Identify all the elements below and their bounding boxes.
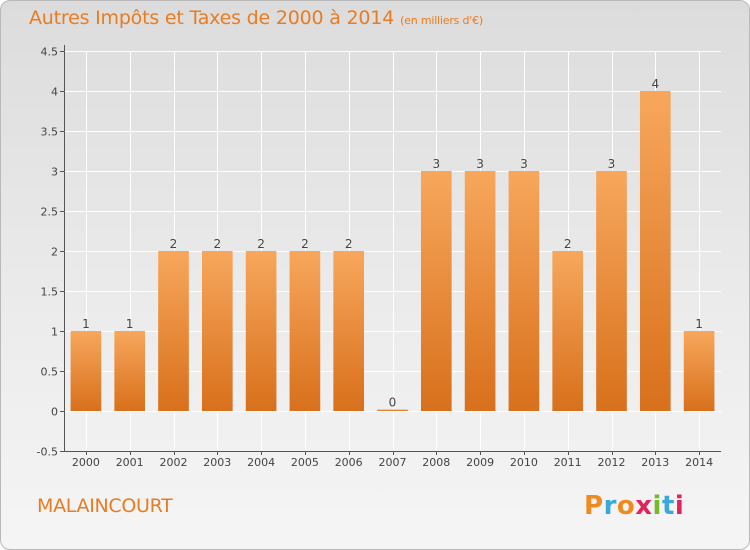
y-tick-label: 0 xyxy=(51,406,58,419)
logo-letter: o xyxy=(616,491,636,521)
x-tick-label: 2010 xyxy=(510,456,538,469)
y-tick-label: 2.5 xyxy=(41,206,59,219)
bar xyxy=(245,251,277,411)
data-label: 3 xyxy=(432,157,440,171)
y-tick-label: 4.5 xyxy=(41,46,59,59)
data-label: 3 xyxy=(476,157,484,171)
bar xyxy=(596,171,627,411)
data-label: 2 xyxy=(257,237,265,251)
bar xyxy=(158,251,189,411)
bar xyxy=(552,251,584,411)
data-label: 2 xyxy=(213,237,221,251)
x-tick-label: 2014 xyxy=(685,456,713,469)
data-labels: 1 1 2 2 2 2 2 0 3 3 3 2 3 4 1 xyxy=(82,77,703,410)
x-tick-label: 2000 xyxy=(72,456,100,469)
x-tick-label: 2009 xyxy=(466,456,494,469)
bar xyxy=(114,331,146,411)
bar xyxy=(201,251,233,411)
data-label: 1 xyxy=(126,317,134,331)
bar xyxy=(464,171,496,411)
bar xyxy=(639,91,671,411)
x-tick-label: 2008 xyxy=(422,456,450,469)
logo-letter: i xyxy=(674,491,685,521)
commune-name: MALAINCOURT xyxy=(37,495,173,517)
data-label: 4 xyxy=(651,77,659,91)
x-tick-label: 2003 xyxy=(203,456,231,469)
bar xyxy=(683,331,715,411)
data-label: 3 xyxy=(608,157,616,171)
axes: -0.5 0 0.5 1 1.5 2 2.5 3 3.5 4 4.5 2000 2001 2002 2003… xyxy=(37,45,721,469)
x-tick-label: 2007 xyxy=(379,456,407,469)
logo-letter: P xyxy=(584,491,604,521)
bar xyxy=(508,171,540,411)
data-label: 0 xyxy=(389,396,397,410)
bar xyxy=(289,251,321,411)
x-tick-label: 2005 xyxy=(291,456,319,469)
data-label: 2 xyxy=(170,237,178,251)
chart-subtitle: (en milliers d'€) xyxy=(400,14,483,27)
y-tick-label: 1 xyxy=(51,326,58,339)
y-tick-label: -0.5 xyxy=(37,446,58,459)
bar xyxy=(70,331,102,411)
y-tick-label: 3.5 xyxy=(41,126,59,139)
logo-letter: t xyxy=(661,491,675,521)
x-tick-label: 2011 xyxy=(554,456,582,469)
data-label: 1 xyxy=(695,317,703,331)
data-label: 2 xyxy=(564,237,572,251)
x-tick-label: 2012 xyxy=(598,456,626,469)
x-tick-label: 2013 xyxy=(641,456,669,469)
y-tick-label: 3 xyxy=(51,166,58,179)
bars xyxy=(70,91,715,411)
bar xyxy=(420,171,452,411)
y-tick-label: 0.5 xyxy=(41,366,59,379)
x-tick-label: 2006 xyxy=(335,456,363,469)
x-tick-label: 2002 xyxy=(160,456,188,469)
x-tick-label: 2004 xyxy=(247,456,275,469)
bar xyxy=(333,251,365,411)
logo-letter: i xyxy=(652,491,662,521)
data-label: 3 xyxy=(520,157,528,171)
logo-letter: r xyxy=(603,491,617,521)
y-tick-label: 4 xyxy=(51,86,58,99)
proxiti-logo: Proxiti xyxy=(584,491,684,521)
y-tick-label: 2 xyxy=(51,246,58,259)
data-label: 1 xyxy=(82,317,90,331)
y-tick-label: 1.5 xyxy=(41,286,59,299)
chart-title: Autres Impôts et Taxes de 2000 à 2014 (en… xyxy=(29,7,483,29)
bar xyxy=(377,409,408,411)
logo-letter: x xyxy=(635,491,653,521)
data-label: 2 xyxy=(345,237,353,251)
chart-title-text: Autres Impôts et Taxes de 2000 à 2014 xyxy=(29,7,395,29)
x-tick-label: 2001 xyxy=(116,456,144,469)
data-label: 2 xyxy=(301,237,309,251)
